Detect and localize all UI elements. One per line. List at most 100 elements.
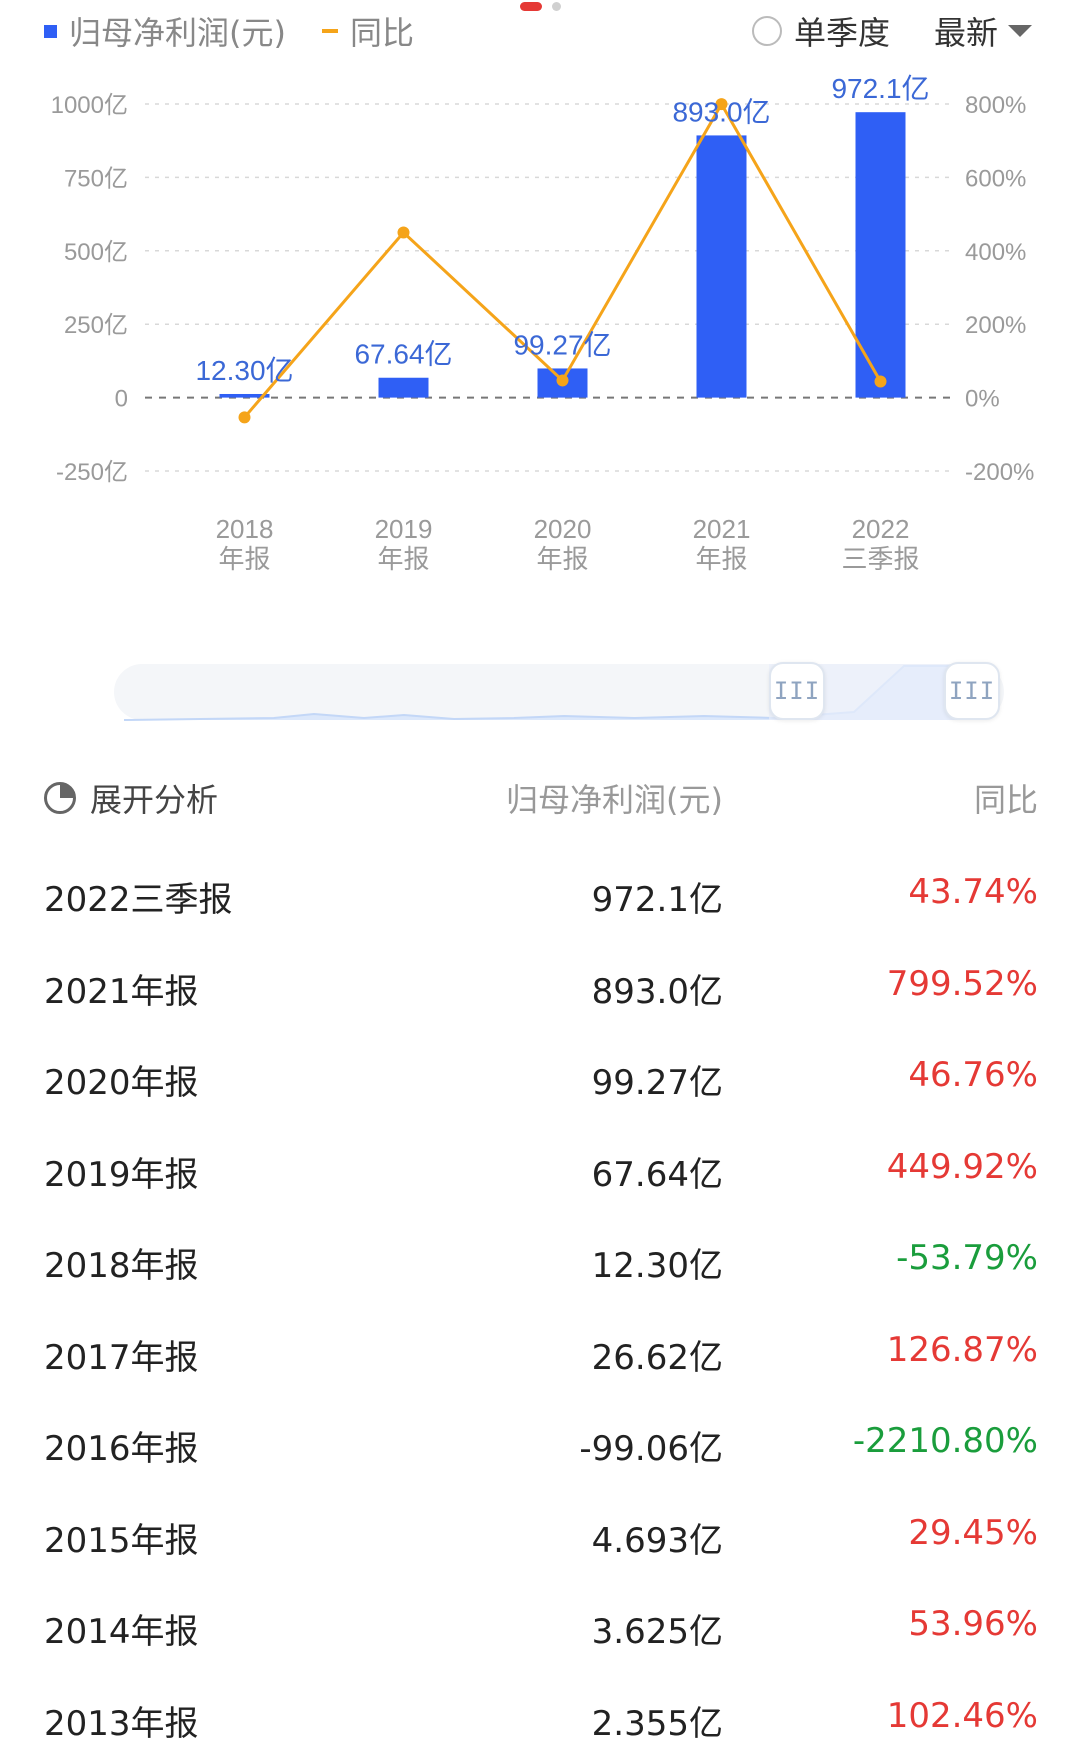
yoy-point xyxy=(557,374,569,386)
single-quarter-radio-icon[interactable] xyxy=(752,16,782,46)
row-yoy: 53.96% xyxy=(908,1604,1038,1644)
row-value: -99.06亿 xyxy=(579,1421,723,1470)
x-tick-label: 2020 xyxy=(534,514,592,544)
yoy-point xyxy=(239,411,251,423)
row-value: 893.0亿 xyxy=(592,964,723,1013)
row-period: 2014年报 xyxy=(44,1604,199,1653)
x-tick-label: 年报 xyxy=(377,544,429,574)
legend-yoy[interactable]: 同比 xyxy=(350,8,414,54)
bar-data-label: 99.27亿 xyxy=(513,329,611,360)
bar xyxy=(856,112,906,397)
slider-track xyxy=(114,660,1004,724)
row-period: 2013年报 xyxy=(44,1696,199,1745)
latest-dropdown-label: 最新 xyxy=(934,8,998,54)
row-value: 972.1亿 xyxy=(592,872,723,921)
page-indicator[interactable] xyxy=(520,2,561,11)
bar-data-label: 12.30亿 xyxy=(195,355,293,386)
x-tick-label: 年报 xyxy=(536,544,588,574)
grip-icon: III xyxy=(949,677,995,705)
row-yoy: 799.52% xyxy=(887,964,1038,1004)
table-row[interactable]: 2015年报 4.693亿 29.45% xyxy=(44,1487,1038,1579)
row-value: 99.27亿 xyxy=(592,1055,723,1104)
y-right-tick-label: 0% xyxy=(965,386,1000,413)
row-yoy: 43.74% xyxy=(908,872,1038,912)
row-yoy: 46.76% xyxy=(908,1055,1038,1095)
table-row[interactable]: 2013年报 2.355亿 102.46% xyxy=(44,1670,1038,1761)
x-tick-label: 2021 xyxy=(693,514,751,544)
row-value: 26.62亿 xyxy=(592,1330,723,1379)
row-yoy: 102.46% xyxy=(887,1696,1038,1736)
line-legend-icon xyxy=(322,29,338,33)
expand-analysis-label: 展开分析 xyxy=(90,775,218,821)
table-row[interactable]: 2022三季报 972.1亿 43.74% xyxy=(44,846,1038,938)
row-yoy: 449.92% xyxy=(887,1147,1038,1187)
table-header: 展开分析 归母净利润(元) 同比 xyxy=(44,775,1038,831)
table-row[interactable]: 2020年报 99.27亿 46.76% xyxy=(44,1029,1038,1121)
row-period: 2020年报 xyxy=(44,1055,199,1104)
bar-data-label: 67.64亿 xyxy=(354,339,452,370)
slider-right-handle[interactable]: III xyxy=(944,662,1000,720)
bar xyxy=(379,378,429,398)
table-row[interactable]: 2014年报 3.625亿 53.96% xyxy=(44,1578,1038,1670)
y-right-tick-label: 200% xyxy=(965,312,1026,339)
page-dot[interactable] xyxy=(552,2,561,11)
table-row[interactable]: 2018年报 12.30亿 -53.79% xyxy=(44,1212,1038,1304)
row-value: 4.693亿 xyxy=(592,1513,723,1562)
row-period: 2019年报 xyxy=(44,1147,199,1196)
row-yoy: -53.79% xyxy=(896,1238,1038,1278)
row-period: 2015年报 xyxy=(44,1513,199,1562)
y-left-tick-label: 1000亿 xyxy=(51,92,128,119)
x-tick-label: 2019 xyxy=(375,514,433,544)
yoy-point xyxy=(398,226,410,238)
row-value: 3.625亿 xyxy=(592,1604,723,1653)
caret-down-icon xyxy=(1008,25,1032,37)
x-tick-label: 2018 xyxy=(216,514,274,544)
row-yoy: -2210.80% xyxy=(853,1421,1038,1461)
y-left-tick-label: 500亿 xyxy=(64,239,128,266)
col-header-yoy: 同比 xyxy=(974,775,1038,821)
row-value: 12.30亿 xyxy=(592,1238,723,1287)
y-right-tick-label: 400% xyxy=(965,239,1026,266)
row-yoy: 29.45% xyxy=(908,1513,1038,1553)
col-header-net-profit: 归母净利润(元) xyxy=(506,775,723,821)
row-value: 2.355亿 xyxy=(592,1696,723,1745)
x-tick-label: 三季报 xyxy=(841,544,919,574)
slider-left-handle[interactable]: III xyxy=(769,662,825,720)
yoy-point xyxy=(875,376,887,388)
row-value: 67.64亿 xyxy=(592,1147,723,1196)
single-quarter-toggle[interactable]: 单季度 xyxy=(794,8,890,54)
row-period: 2022三季报 xyxy=(44,872,233,921)
table-row[interactable]: 2019年报 67.64亿 449.92% xyxy=(44,1121,1038,1213)
x-tick-label: 年报 xyxy=(218,544,270,574)
y-right-tick-label: 800% xyxy=(965,92,1026,119)
x-tick-label: 年报 xyxy=(695,544,747,574)
bar xyxy=(697,135,747,397)
legend-net-profit[interactable]: 归母净利润(元) xyxy=(69,8,286,54)
y-left-tick-label: 750亿 xyxy=(64,165,128,192)
pie-chart-icon xyxy=(44,782,76,814)
y-left-tick-label: 250亿 xyxy=(64,312,128,339)
latest-dropdown[interactable]: 最新 xyxy=(934,8,1032,54)
y-right-tick-label: -200% xyxy=(965,459,1034,486)
x-tick-label: 2022 xyxy=(852,514,910,544)
row-period: 2021年报 xyxy=(44,964,199,1013)
bar-legend-icon xyxy=(44,25,57,38)
table-row[interactable]: 2016年报 -99.06亿 -2210.80% xyxy=(44,1395,1038,1487)
y-right-tick-label: 600% xyxy=(965,165,1026,192)
page-dot-active[interactable] xyxy=(520,2,542,11)
y-left-tick-label: 0 xyxy=(115,386,128,413)
expand-analysis-button[interactable]: 展开分析 xyxy=(44,775,218,821)
table-row[interactable]: 2021年报 893.0亿 799.52% xyxy=(44,938,1038,1030)
row-period: 2016年报 xyxy=(44,1421,199,1470)
bar-data-label: 893.0亿 xyxy=(672,96,770,127)
y-left-tick-label: -250亿 xyxy=(56,459,128,486)
range-slider[interactable]: III III xyxy=(114,660,1004,724)
chart-legend: 归母净利润(元) 同比 xyxy=(44,8,414,54)
chart-controls: 单季度 最新 xyxy=(752,8,1032,54)
row-period: 2018年报 xyxy=(44,1238,199,1287)
row-yoy: 126.87% xyxy=(887,1330,1038,1370)
grip-icon: III xyxy=(774,677,820,705)
